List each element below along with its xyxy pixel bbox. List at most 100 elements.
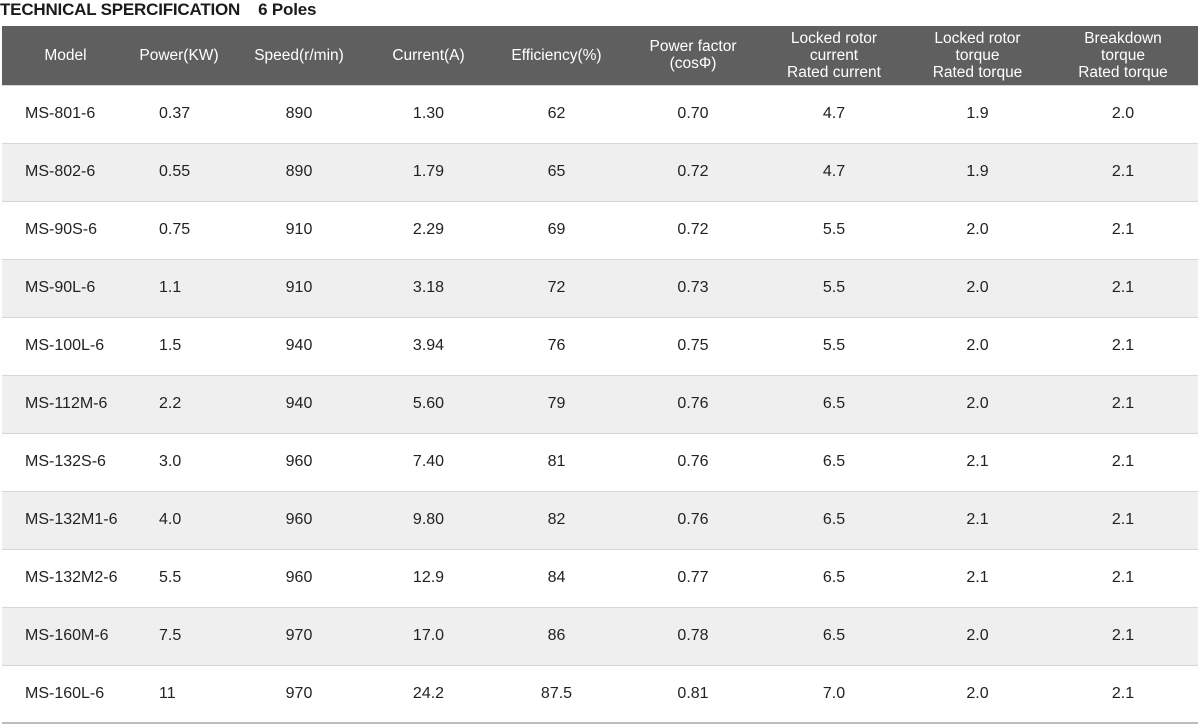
cell-locked-current: 6.5: [761, 374, 907, 433]
cell-model: MS-90L-6: [2, 258, 129, 317]
column-header-model: Model: [2, 26, 129, 85]
cell-locked-current: 7.0: [761, 664, 907, 723]
cell-power-factor: 0.77: [625, 548, 761, 607]
header-row: Model Power(KW) Speed(r/min) Current(A) Effi…: [2, 26, 1198, 85]
column-header-power: Power(KW): [129, 26, 229, 85]
cell-power-factor: 0.76: [625, 490, 761, 549]
cell-power-factor: 0.72: [625, 142, 761, 201]
cell-power: 4.0: [129, 490, 229, 549]
column-header-line: Rated current: [787, 63, 881, 81]
cell-power-factor: 0.73: [625, 258, 761, 317]
cell-power: 1.1: [129, 258, 229, 317]
cell-power-factor: 0.81: [625, 664, 761, 723]
cell-efficiency: 84: [488, 548, 625, 607]
column-header-line: current: [809, 46, 859, 64]
column-header-line: Power(KW): [139, 46, 219, 64]
cell-speed: 970: [229, 606, 369, 665]
cell-efficiency: 82: [488, 490, 625, 549]
column-header-locked-torque: Locked rotor torque Rated torque: [907, 26, 1048, 85]
cell-model: MS-132M1-6: [2, 490, 129, 549]
cell-current: 1.79: [369, 142, 488, 201]
cell-power: 3.0: [129, 432, 229, 491]
cell-current: 17.0: [369, 606, 488, 665]
column-header-speed: Speed(r/min): [229, 26, 369, 85]
cell-power: 1.5: [129, 316, 229, 375]
cell-current: 12.9: [369, 548, 488, 607]
cell-speed: 940: [229, 374, 369, 433]
cell-locked-torque: 2.0: [907, 200, 1048, 259]
cell-model: MS-132S-6: [2, 432, 129, 491]
column-header-efficiency: Efficiency(%): [488, 26, 625, 85]
cell-locked-current: 5.5: [761, 316, 907, 375]
cell-locked-torque: 2.0: [907, 374, 1048, 433]
table-row: MS-801-6 0.37 890 1.30 62 0.70 4.7 1.9 2.0: [2, 84, 1198, 143]
cell-breakdown-torque: 2.1: [1048, 606, 1198, 665]
table-row: MS-132M1-6 4.0 960 9.80 82 0.76 6.5 2.1 2.1: [2, 490, 1198, 549]
cell-speed: 960: [229, 432, 369, 491]
column-header-line: Speed(r/min): [254, 46, 344, 64]
cell-efficiency: 62: [488, 84, 625, 143]
column-header-line: (cosΦ): [669, 55, 717, 73]
cell-locked-current: 4.7: [761, 142, 907, 201]
table-header: Model Power(KW) Speed(r/min) Current(A) Effi…: [2, 26, 1198, 85]
cell-efficiency: 76: [488, 316, 625, 375]
cell-power: 0.37: [129, 84, 229, 143]
cell-locked-torque: 2.1: [907, 432, 1048, 491]
cell-locked-torque: 2.0: [907, 316, 1048, 375]
table-row: MS-90L-6 1.1 910 3.18 72 0.73 5.5 2.0 2.1: [2, 258, 1198, 317]
cell-efficiency: 87.5: [488, 664, 625, 723]
cell-power: 5.5: [129, 548, 229, 607]
cell-breakdown-torque: 2.1: [1048, 142, 1198, 201]
column-header-current: Current(A): [369, 26, 488, 85]
cell-efficiency: 69: [488, 200, 625, 259]
table-row: MS-160L-6 11 970 24.2 87.5 0.81 7.0 2.0 2.1: [2, 664, 1198, 723]
cell-power: 2.2: [129, 374, 229, 433]
page-title: TECHNICAL SPERCIFICATION 6 Poles: [0, 0, 316, 22]
cell-locked-torque: 2.0: [907, 664, 1048, 723]
cell-model: MS-100L-6: [2, 316, 129, 375]
table-body: MS-801-6 0.37 890 1.30 62 0.70 4.7 1.9 2.0 MS-802…: [2, 84, 1198, 723]
cell-power: 7.5: [129, 606, 229, 665]
cell-model: MS-802-6: [2, 142, 129, 201]
spec-table: Model Power(KW) Speed(r/min) Current(A) Effi…: [2, 26, 1198, 724]
cell-power: 0.75: [129, 200, 229, 259]
cell-model: MS-801-6: [2, 84, 129, 143]
cell-locked-current: 5.5: [761, 200, 907, 259]
cell-power-factor: 0.76: [625, 432, 761, 491]
table-row: MS-112M-6 2.2 940 5.60 79 0.76 6.5 2.0 2.1: [2, 374, 1198, 433]
cell-breakdown-torque: 2.1: [1048, 316, 1198, 375]
cell-breakdown-torque: 2.1: [1048, 200, 1198, 259]
cell-locked-torque: 2.0: [907, 606, 1048, 665]
cell-breakdown-torque: 2.1: [1048, 258, 1198, 317]
cell-power: 11: [129, 664, 229, 723]
column-header-line: Model: [44, 46, 87, 64]
cell-breakdown-torque: 2.1: [1048, 664, 1198, 723]
cell-current: 9.80: [369, 490, 488, 549]
cell-efficiency: 65: [488, 142, 625, 201]
column-header-power-factor: Power factor (cosΦ): [625, 26, 761, 85]
cell-speed: 970: [229, 664, 369, 723]
column-header-line: Locked rotor: [934, 29, 1021, 47]
cell-efficiency: 72: [488, 258, 625, 317]
cell-speed: 890: [229, 84, 369, 143]
cell-power-factor: 0.70: [625, 84, 761, 143]
cell-locked-torque: 2.1: [907, 490, 1048, 549]
cell-locked-torque: 1.9: [907, 142, 1048, 201]
cell-speed: 910: [229, 258, 369, 317]
cell-breakdown-torque: 2.0: [1048, 84, 1198, 143]
cell-locked-current: 4.7: [761, 84, 907, 143]
cell-current: 5.60: [369, 374, 488, 433]
cell-speed: 910: [229, 200, 369, 259]
cell-current: 24.2: [369, 664, 488, 723]
cell-locked-torque: 2.0: [907, 258, 1048, 317]
column-header-line: Efficiency(%): [511, 46, 602, 64]
cell-power-factor: 0.75: [625, 316, 761, 375]
cell-locked-current: 6.5: [761, 490, 907, 549]
table-row: MS-100L-6 1.5 940 3.94 76 0.75 5.5 2.0 2.1: [2, 316, 1198, 375]
column-header-line: torque: [1101, 46, 1145, 64]
cell-locked-current: 6.5: [761, 548, 907, 607]
cell-current: 3.94: [369, 316, 488, 375]
cell-current: 7.40: [369, 432, 488, 491]
cell-power-factor: 0.76: [625, 374, 761, 433]
cell-power: 0.55: [129, 142, 229, 201]
